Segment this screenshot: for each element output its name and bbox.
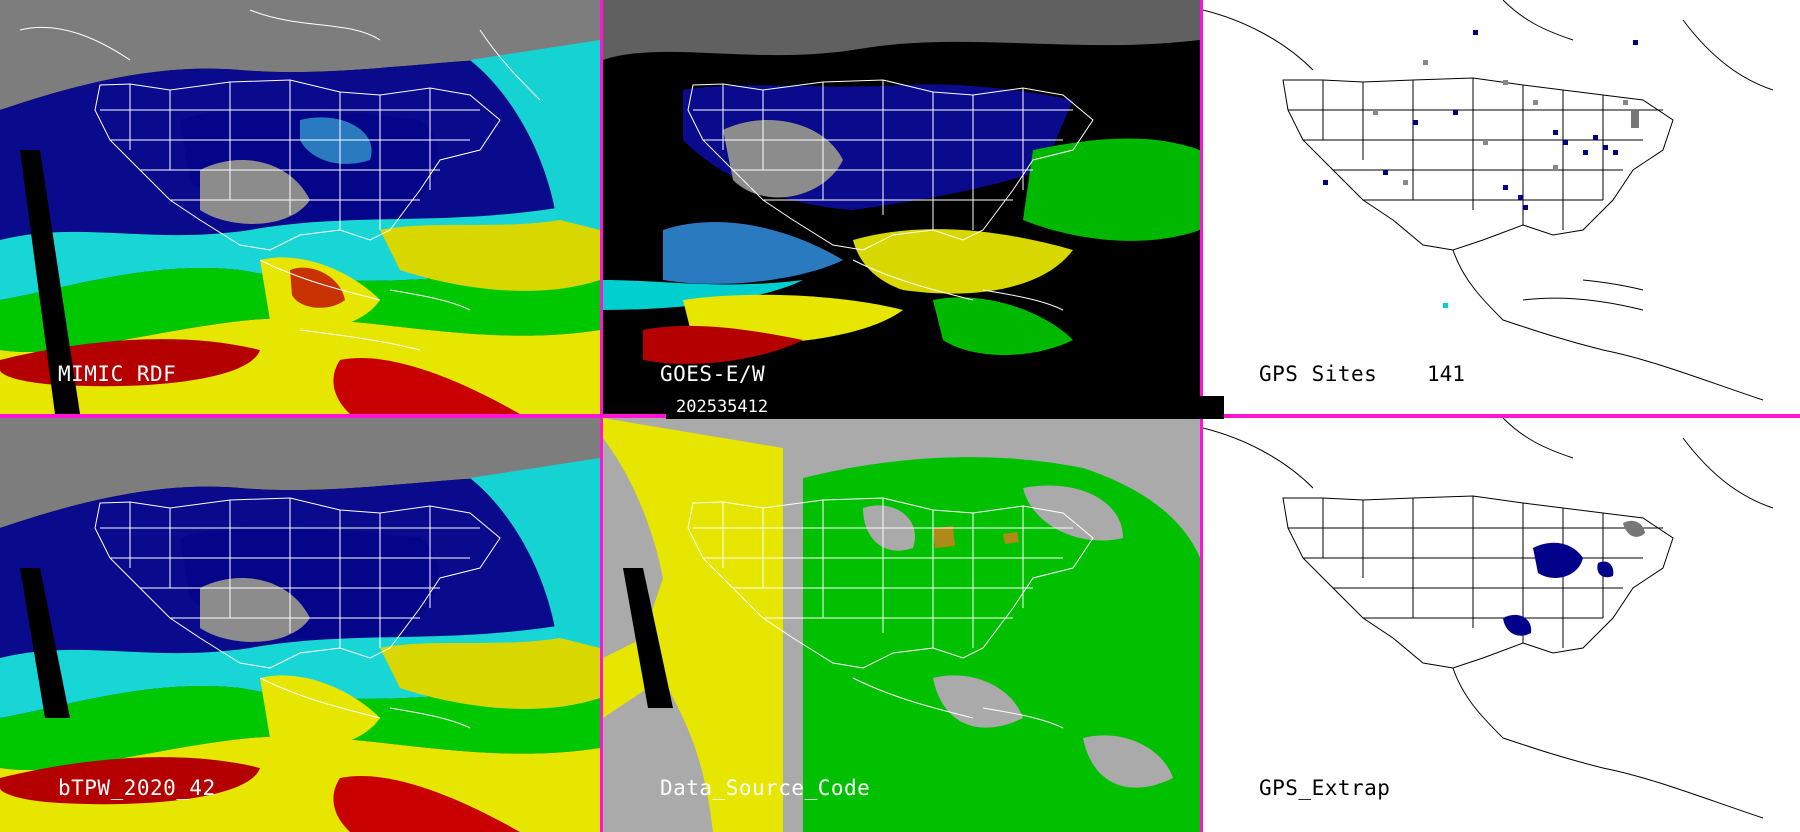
mimic-rdf-map <box>0 0 600 414</box>
timestamp-bar: 202535412 <box>666 396 1224 419</box>
gps-sites-map <box>1203 0 1800 414</box>
gps-extrap-map <box>1203 418 1800 832</box>
panel-label: GPS_Extrap <box>1259 776 1391 800</box>
btpw-map <box>0 418 600 832</box>
panel-btpw: bTPW_2020_42 <box>0 418 600 832</box>
panel-label: Data_Source_Code <box>660 776 871 800</box>
panel-data-source-code: Data_Source_Code <box>603 418 1200 832</box>
data-source-map <box>603 418 1200 832</box>
panel-goes-ew: GOES-E/W <box>603 0 1200 396</box>
panel-label: bTPW_2020_42 <box>58 776 216 800</box>
panel-gps-sites: GPS Sites 141 <box>1203 0 1800 414</box>
panel-mimic-rdf: MIMIC RDF <box>0 0 600 414</box>
goes-ew-map <box>603 0 1200 396</box>
panel-label: MIMIC RDF <box>58 362 177 386</box>
gps-site-count: 141 <box>1427 362 1465 386</box>
panel-label: GOES-E/W <box>660 362 766 386</box>
panel-label: GPS Sites <box>1259 362 1378 386</box>
panel-gps-extrap: GPS_Extrap <box>1203 418 1800 832</box>
